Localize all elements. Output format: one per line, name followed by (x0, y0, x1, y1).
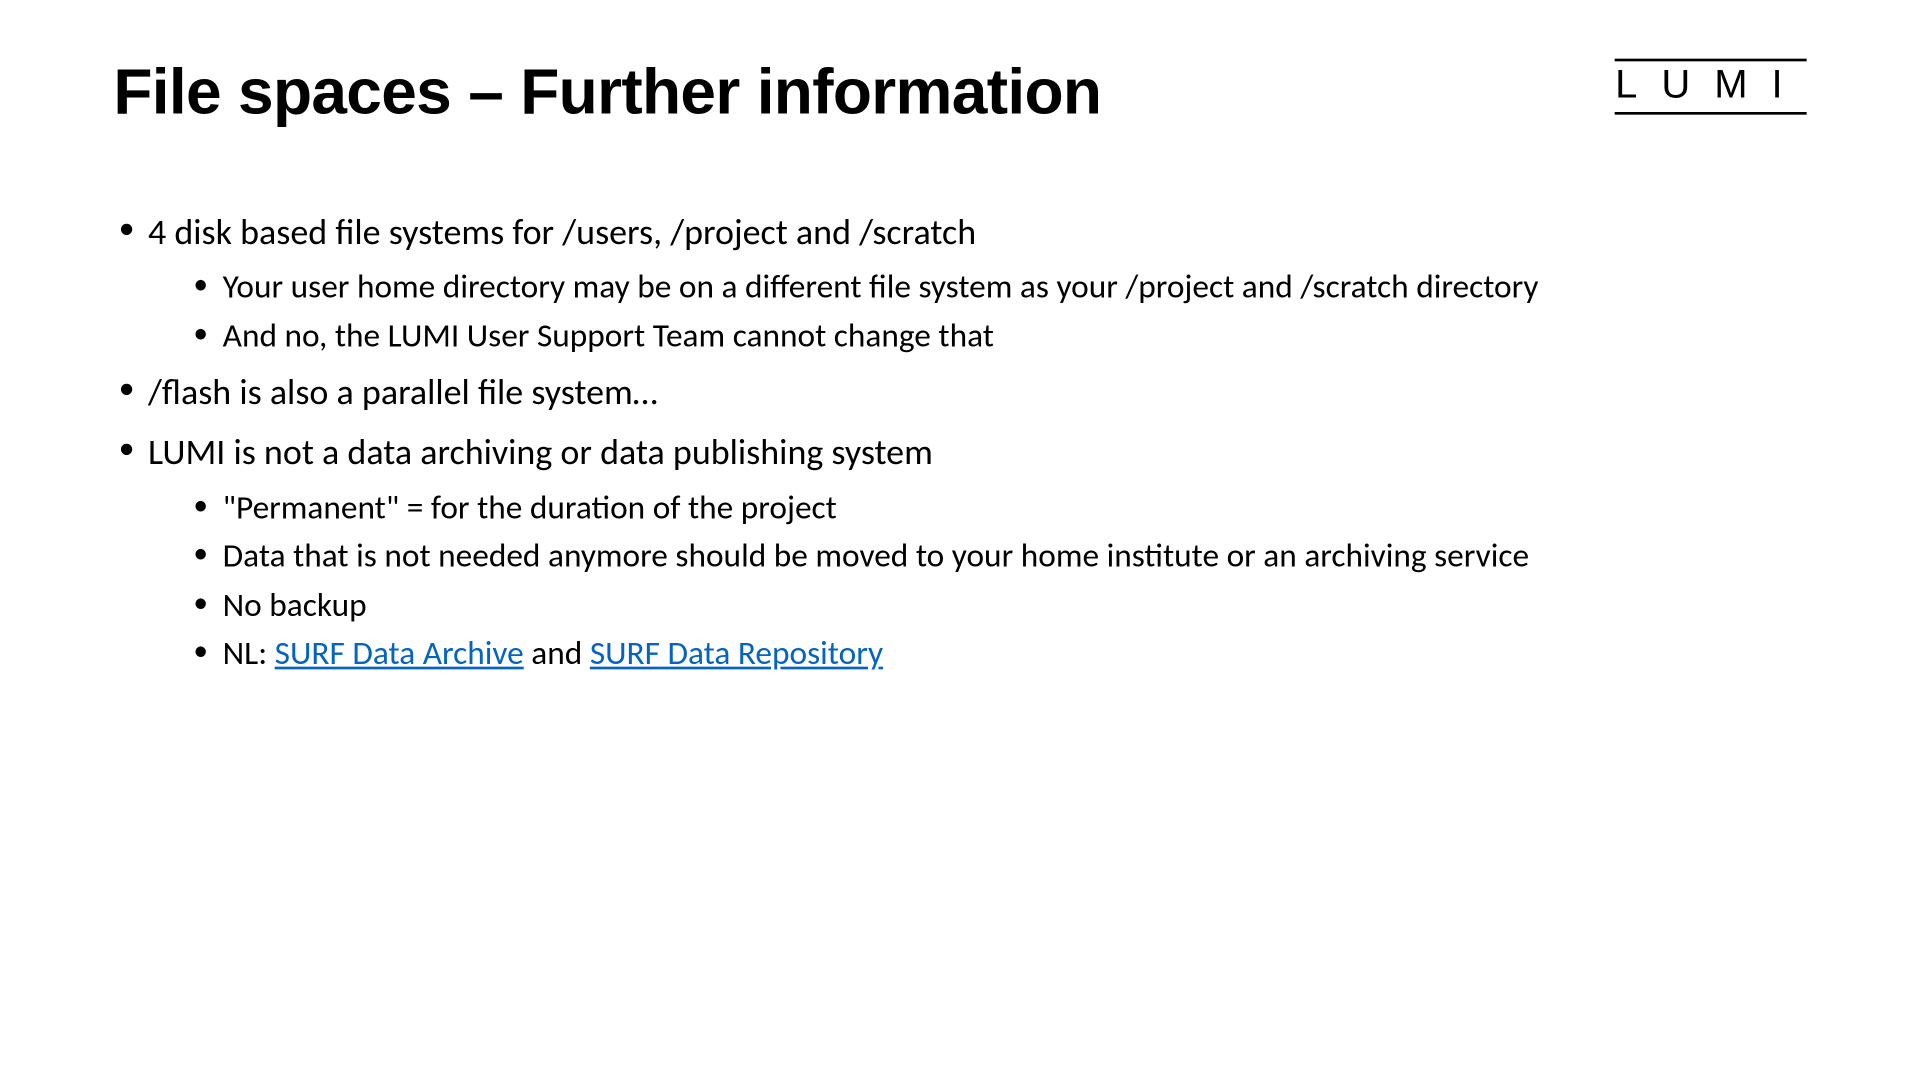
bullet-text-prefix: NL: (223, 632, 275, 673)
bullet-text: LUMI is not a data archiving or data pub… (148, 431, 933, 475)
lumi-logo: LUMI (1615, 59, 1807, 115)
list-item: 4 disk based file systems for /users, /p… (113, 207, 1806, 359)
bullet-text: /flash is also a parallel file system… (148, 371, 658, 415)
bullet-text: Data that is not needed anymore should b… (223, 535, 1529, 576)
list-item: NL: SURF Data Archive and SURF Data Repo… (188, 631, 1807, 677)
list-item: Data that is not needed anymore should b… (188, 533, 1807, 579)
bullet-text-connector: and (524, 632, 590, 673)
bullet-text: 4 disk based file systems for /users, /p… (148, 211, 976, 255)
list-item: No backup (188, 582, 1807, 628)
header-row: File spaces – Further information LUMI (113, 56, 1806, 130)
bullet-text: Your user home directory may be on a dif… (223, 266, 1539, 307)
slide-title: File spaces – Further information (113, 56, 1101, 130)
bullet-text: No backup (223, 583, 367, 624)
list-item: Your user home directory may be on a dif… (188, 264, 1807, 310)
surf-data-repository-link[interactable]: SURF Data Repository (590, 632, 883, 673)
list-item: LUMI is not a data archiving or data pub… (113, 427, 1806, 677)
bullet-text: "Permanent" = for the duration of the pr… (223, 486, 837, 527)
bullet-text: And no, the LUMI User Support Team canno… (223, 314, 994, 355)
list-item: And no, the LUMI User Support Team canno… (188, 313, 1807, 359)
list-item: "Permanent" = for the duration of the pr… (188, 485, 1807, 531)
list-item: /flash is also a parallel file system… (113, 367, 1806, 419)
slide-content: 4 disk based file systems for /users, /p… (113, 207, 1806, 677)
bullet-list-level1: 4 disk based file systems for /users, /p… (113, 207, 1806, 677)
slide: File spaces – Further information LUMI 4… (0, 0, 1920, 1080)
surf-data-archive-link[interactable]: SURF Data Archive (275, 632, 524, 673)
bullet-list-level2: Your user home directory may be on a dif… (148, 264, 1807, 359)
bullet-list-level2: "Permanent" = for the duration of the pr… (148, 485, 1807, 677)
